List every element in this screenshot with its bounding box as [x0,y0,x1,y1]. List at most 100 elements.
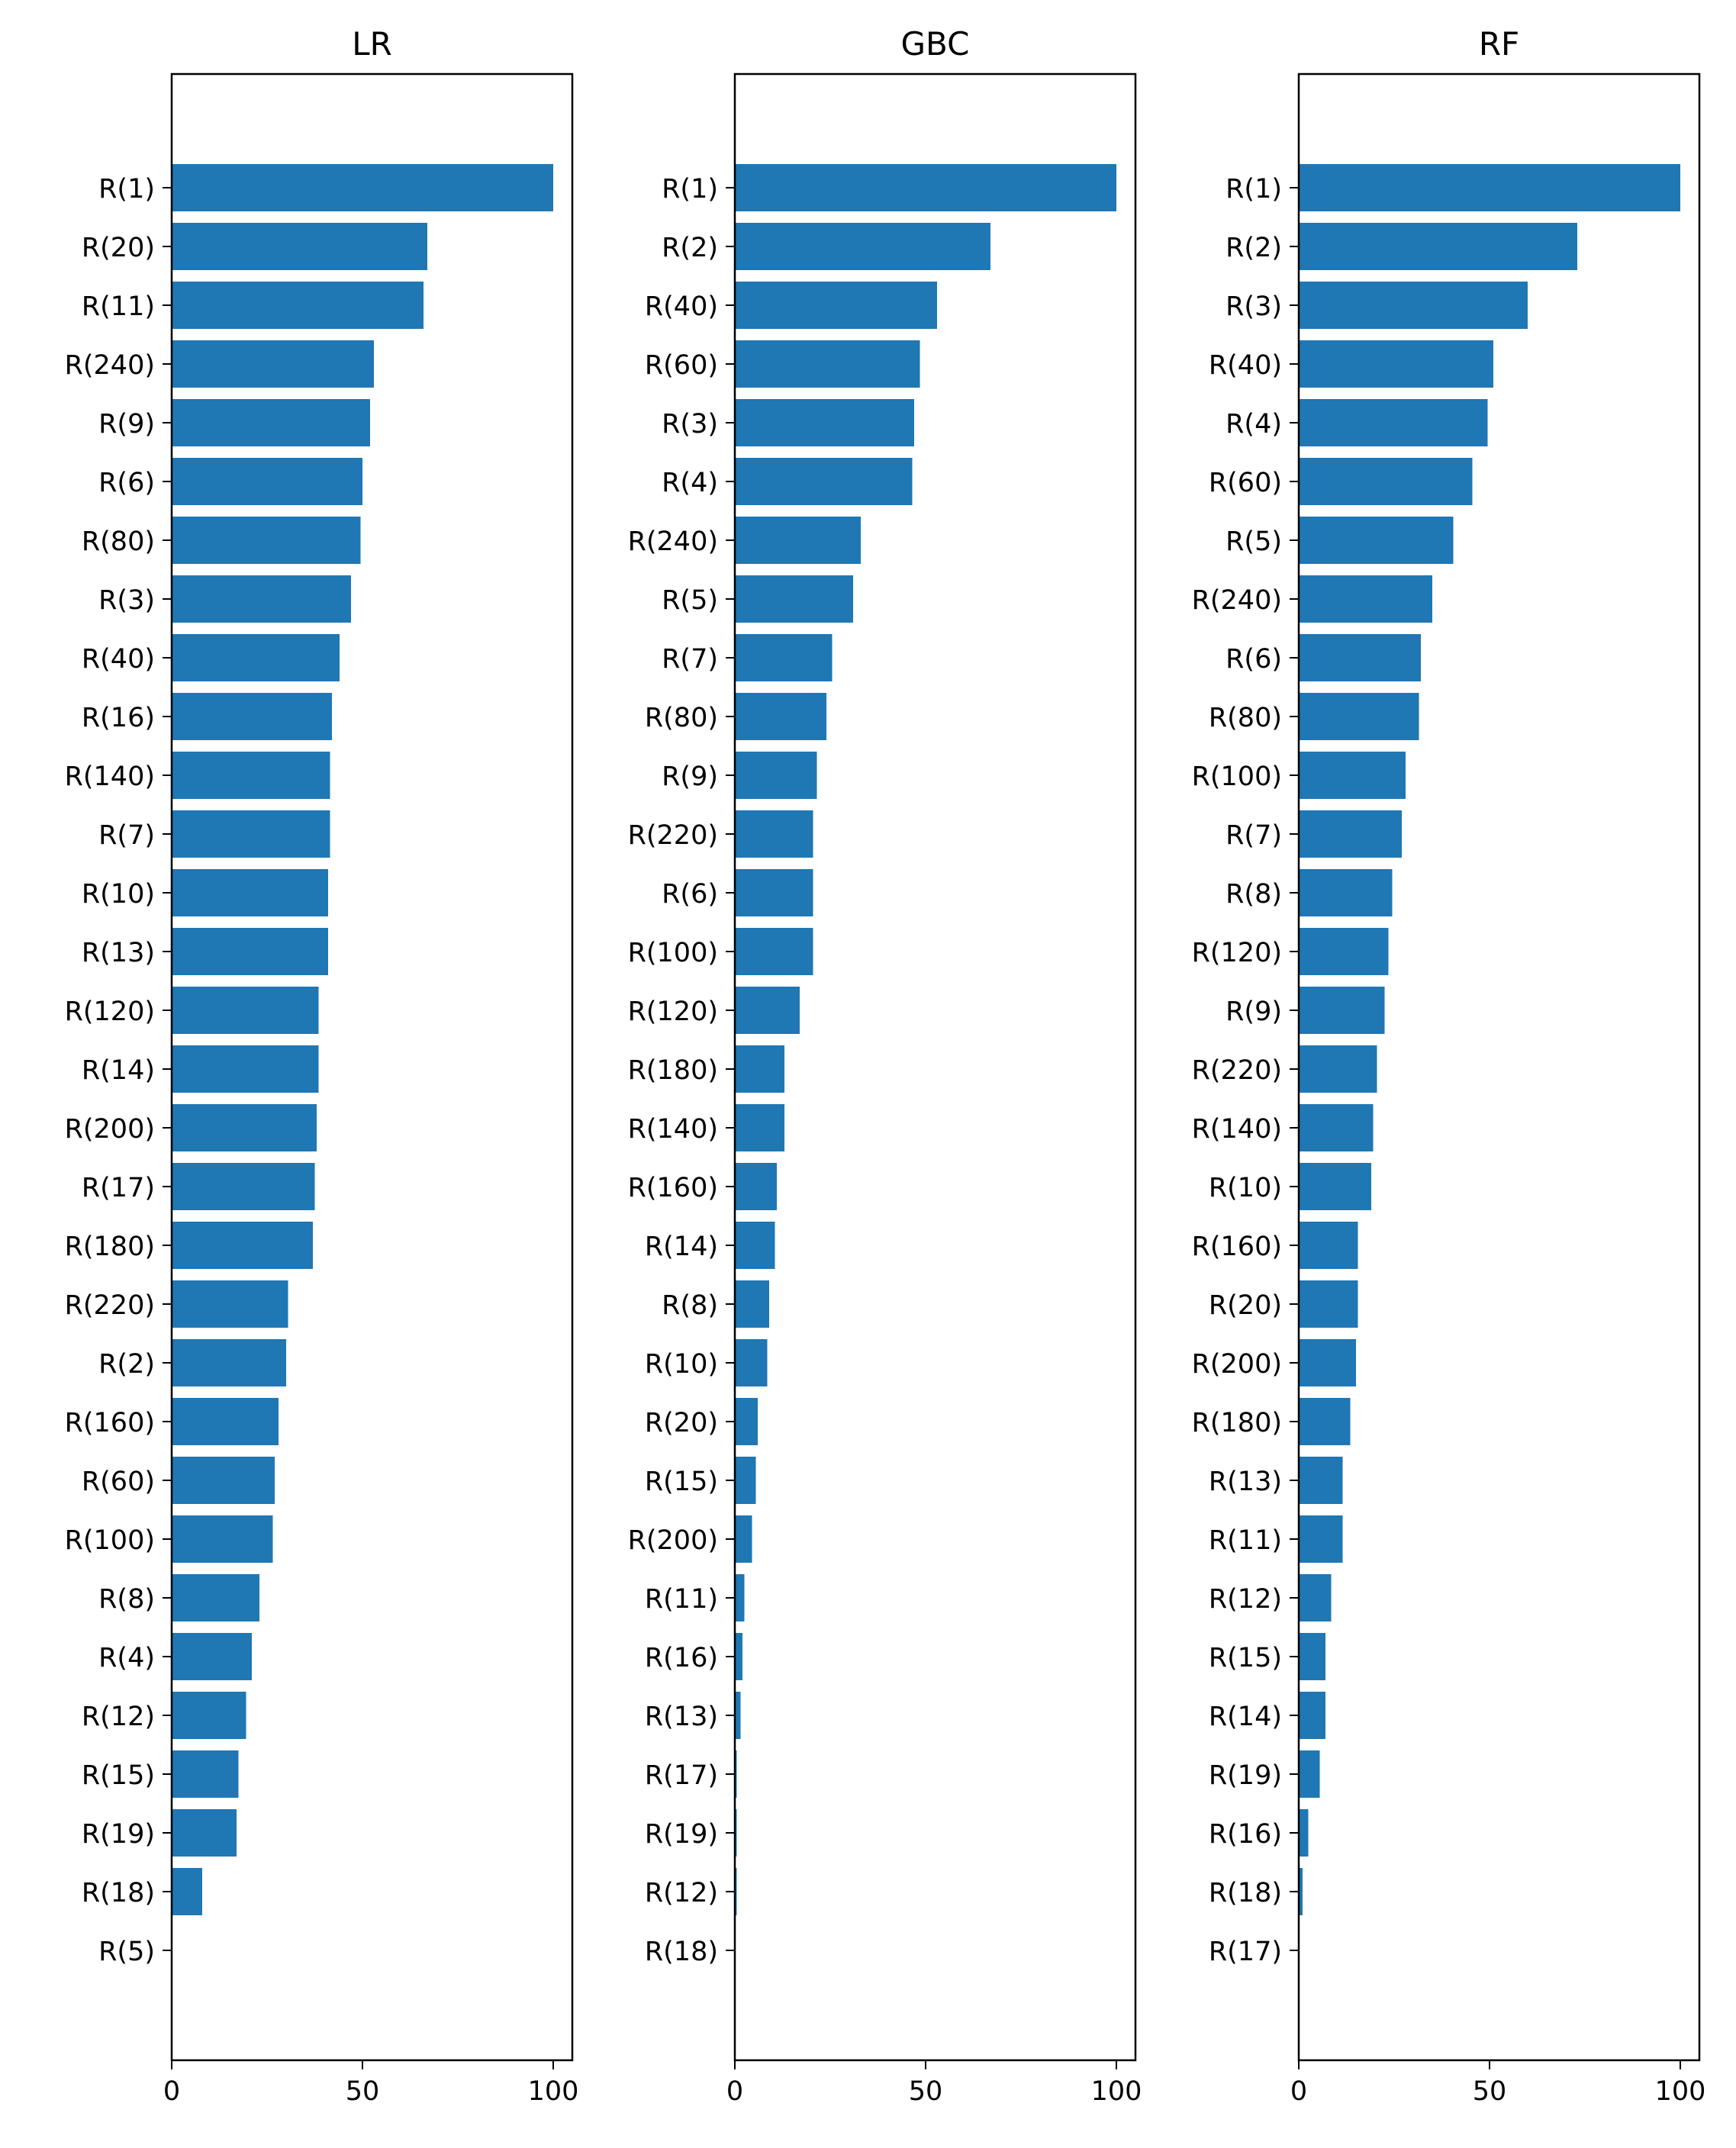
y-tick-label: R(17) [82,1173,155,1203]
x-tick-label: 100 [528,2076,579,2107]
bar [172,282,424,329]
bar [735,1339,768,1386]
bar [735,928,813,975]
y-tick-label: R(40) [645,291,718,322]
chart-panel-lr: LR R(1) R(20) R(11) R(240) R(9) R(6) R(80) R(3) R… [65,25,579,2107]
bar [172,1692,246,1739]
bar [735,164,1116,211]
y-tick-label: R(4) [1226,409,1282,440]
bar [735,1692,741,1739]
y-tick-label: R(17) [1209,1937,1282,1967]
y-tick-label: R(40) [1209,350,1282,381]
bar [1299,340,1493,388]
x-tick-label: 50 [346,2076,380,2107]
x-tick-label: 100 [1655,2076,1706,2107]
bar [172,1045,319,1093]
y-tick-label: R(13) [82,938,155,968]
bar [1299,1809,1309,1857]
bar [735,693,826,740]
bar [1299,1868,1303,1915]
y-tick-label: R(18) [82,1878,155,1908]
y-tick-label: R(40) [82,644,155,675]
y-tick-label: R(2) [98,1349,155,1380]
chart-title: RF [1479,25,1519,63]
x-tick-label: 50 [909,2076,943,2107]
plot-frame [733,72,1137,2062]
y-tick-label: R(160) [65,1408,155,1438]
y-tick-label: R(12) [645,1878,718,1908]
y-tick-label: R(220) [628,820,718,851]
bar [1299,1398,1351,1445]
y-tick-label: R(6) [662,879,718,910]
y-tick-label: R(200) [628,1525,718,1556]
bar [735,517,861,564]
y-tick-label: R(60) [82,1467,155,1497]
bar [735,869,813,916]
bar [1299,1104,1374,1151]
bar [172,399,370,446]
y-tick-label: R(200) [1192,1349,1282,1380]
bar [1299,1163,1371,1210]
bar [1299,1280,1358,1328]
y-tick-label: R(16) [82,703,155,733]
y-tick-label: R(2) [662,233,718,263]
y-tick-label: R(10) [1209,1173,1282,1203]
bar [172,1574,259,1621]
y-tick-label: R(2) [1226,233,1282,263]
bar [172,752,330,799]
y-tick-label: R(7) [1226,820,1282,851]
y-tick-label: R(15) [645,1467,718,1497]
y-tick-label: R(11) [645,1584,718,1615]
bar [172,1339,286,1386]
bar [1299,987,1385,1034]
bar [1299,634,1421,681]
y-tick-label: R(16) [1209,1819,1282,1850]
y-tick-label: R(9) [1226,997,1282,1027]
bar [172,1222,313,1269]
bar [1299,928,1389,975]
bar [1299,1457,1343,1504]
y-tick-label: R(7) [98,820,155,851]
y-tick-label: R(20) [1209,1290,1282,1321]
y-tick-label: R(180) [628,1055,718,1086]
bar [172,1398,279,1445]
bar [172,1163,315,1210]
y-tick-label: R(60) [645,350,718,381]
bar [172,928,328,975]
plot-frame [1297,72,1701,2062]
y-tick-label: R(1) [662,174,718,204]
y-tick-label: R(16) [645,1643,718,1673]
y-tick-label: R(18) [1209,1878,1282,1908]
x-tick-label: 0 [726,2076,743,2107]
bar [735,1633,742,1680]
y-tick-label: R(220) [65,1290,155,1321]
bar [735,1457,756,1504]
bar [735,810,813,858]
y-tick-label: R(120) [65,997,155,1027]
bar [1299,1574,1332,1621]
x-tick-label: 100 [1091,2076,1142,2107]
bar [735,458,913,505]
bar [172,1868,202,1915]
bar [735,752,817,799]
bar [1299,223,1577,270]
y-tick-label: R(4) [98,1643,155,1673]
bar [1299,399,1488,446]
chart-panel-gbc: GBC R(1) R(2) R(40) R(60) R(3) R(4) R(240) R(5) R… [628,25,1142,2107]
bar [1299,752,1406,799]
bar [1299,810,1402,858]
bar [735,340,920,388]
y-tick-label: R(9) [98,409,155,440]
bar [172,1457,275,1504]
bar [1299,693,1419,740]
y-tick-label: R(160) [628,1173,718,1203]
bar [1299,282,1528,329]
y-tick-label: R(8) [1226,879,1282,910]
bar [735,634,833,681]
y-tick-label: R(17) [645,1760,718,1791]
bar [172,340,374,388]
y-tick-label: R(4) [662,468,718,498]
y-tick-label: R(13) [645,1702,718,1732]
bar [735,1574,745,1621]
y-tick-label: R(12) [1209,1584,1282,1615]
